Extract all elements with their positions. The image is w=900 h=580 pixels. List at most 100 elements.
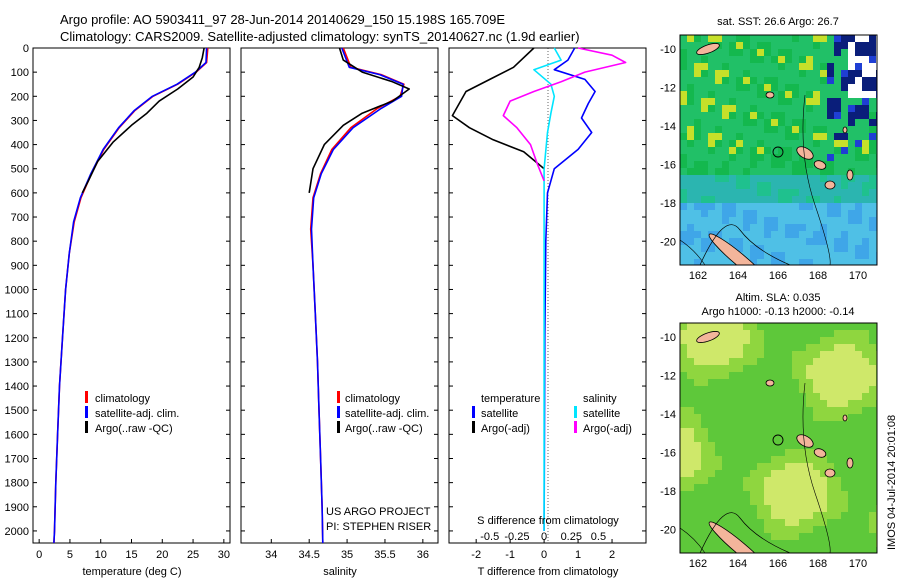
map-cell (813, 442, 820, 449)
map-cell (827, 168, 834, 175)
map-cell (785, 442, 792, 449)
map-cell (848, 498, 855, 505)
map-cell (680, 252, 687, 259)
map-cell (722, 344, 729, 351)
map-cell (848, 477, 855, 484)
map-cell (799, 540, 806, 547)
map-cell (680, 63, 687, 70)
map-cell (792, 365, 799, 372)
map-cell (757, 63, 764, 70)
map-cell (869, 428, 876, 435)
map-cell (813, 540, 820, 547)
map-cell (834, 91, 841, 98)
map-y-tick-label: -10 (660, 44, 676, 56)
map-cell (701, 182, 708, 189)
map-cell (736, 351, 743, 358)
map-cell (715, 519, 722, 526)
map-cell (694, 421, 701, 428)
map-cell (687, 140, 694, 147)
map-cell (813, 456, 820, 463)
map-cell (701, 133, 708, 140)
map-cell (806, 393, 813, 400)
map-cell (813, 238, 820, 245)
map-cell (722, 70, 729, 77)
map-cell (841, 365, 848, 372)
map-cell (715, 435, 722, 442)
map-cell (764, 105, 771, 112)
map-cell (834, 105, 841, 112)
map-cell (771, 140, 778, 147)
map-cell (764, 49, 771, 56)
map-cell (757, 379, 764, 386)
map-cell (792, 400, 799, 407)
map-cell (799, 231, 806, 238)
map-cell (743, 540, 750, 547)
map-cell (862, 442, 869, 449)
map-cell (820, 70, 827, 77)
map-cell (841, 435, 848, 442)
map-cell (722, 119, 729, 126)
map-cell (813, 259, 820, 265)
depth-contour (680, 239, 706, 265)
map-cell (743, 526, 750, 533)
map-cell (827, 112, 834, 119)
map-cell (694, 400, 701, 407)
map-cell (722, 505, 729, 512)
map-cell (771, 56, 778, 63)
map-cell (750, 421, 757, 428)
map-cell (834, 533, 841, 540)
map-cell (785, 49, 792, 56)
map-cell (736, 189, 743, 196)
map-cell (820, 189, 827, 196)
map-cell (820, 77, 827, 84)
map-cell (813, 77, 820, 84)
map-cell (715, 358, 722, 365)
map-cell (757, 547, 764, 553)
map-cell (834, 540, 841, 547)
map-cell (757, 49, 764, 56)
map-cell (778, 49, 785, 56)
map-cell (701, 484, 708, 491)
map-cell (820, 154, 827, 161)
map-cell (827, 175, 834, 182)
map-cell (848, 126, 855, 133)
map-cell (848, 491, 855, 498)
map-cell (701, 224, 708, 231)
y-tick-label: 1100 (5, 309, 29, 321)
y-tick-label: 1200 (5, 333, 29, 345)
map-cell (792, 435, 799, 442)
map-cell (708, 154, 715, 161)
map-cell (701, 442, 708, 449)
map-cell (694, 351, 701, 358)
map-cell (729, 519, 736, 526)
map-cell (806, 196, 813, 203)
map-cell (792, 252, 799, 259)
map-cell (757, 477, 764, 484)
map-cell (722, 435, 729, 442)
map-cell (855, 463, 862, 470)
series-line (53, 47, 209, 544)
map-cell (778, 393, 785, 400)
map-cell (743, 323, 750, 330)
map-cell (778, 505, 785, 512)
map-cell (729, 210, 736, 217)
map-cell (834, 189, 841, 196)
map-cell (834, 330, 841, 337)
map-cell (785, 449, 792, 456)
legend-swatch-temp-argo (472, 421, 475, 433)
map-cell (834, 407, 841, 414)
map-cell (862, 435, 869, 442)
map-cell (757, 407, 764, 414)
map-cell (771, 42, 778, 49)
map-cell (855, 358, 862, 365)
map-cell (680, 161, 687, 168)
map-cell (827, 449, 834, 456)
sst-map (680, 35, 877, 265)
map-cell (680, 35, 687, 42)
map-cell (722, 442, 729, 449)
map-cell (806, 112, 813, 119)
map-cell (862, 42, 869, 49)
map-cell (834, 77, 841, 84)
map-cell (687, 407, 694, 414)
map-cell (834, 70, 841, 77)
